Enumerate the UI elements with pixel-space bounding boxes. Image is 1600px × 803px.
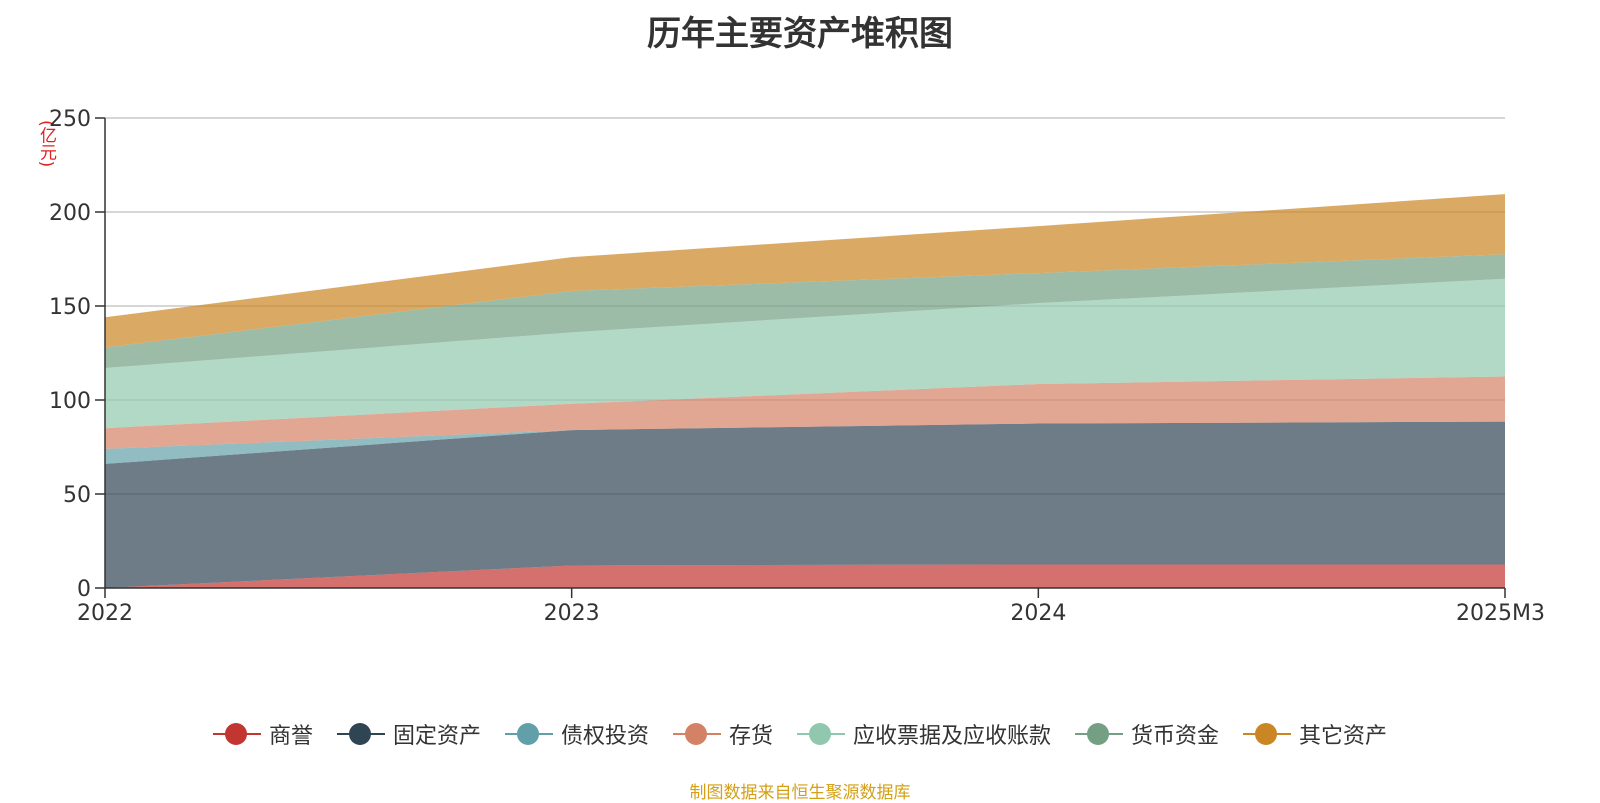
legend-item-6[interactable]: 其它资产 <box>1243 718 1387 750</box>
legend-item-5[interactable]: 货币资金 <box>1075 718 1219 750</box>
source-note: 制图数据来自恒生聚源数据库 <box>689 783 911 803</box>
legend-marker-icon <box>212 722 261 746</box>
area-series-3 <box>105 376 1505 449</box>
area-series-5 <box>105 254 1505 369</box>
legend-label: 债权投资 <box>560 724 649 749</box>
legend-marker-icon <box>1075 722 1124 746</box>
x-tick-label: 2023 <box>544 601 600 626</box>
area-series-1 <box>105 421 1505 588</box>
stacked-area-chart: 0 50 100 150 200 250 2022 2023 2024 2025M3 <box>49 107 1545 626</box>
legend-label: 存货 <box>728 724 773 749</box>
legend-item-0[interactable]: 商誉 <box>212 718 313 750</box>
area-series-4 <box>105 278 1505 429</box>
legend-label: 固定资产 <box>392 724 481 749</box>
legend-marker-icon <box>336 722 385 746</box>
legend-label: 商誉 <box>268 724 313 749</box>
x-tick-label: 2022 <box>77 601 133 626</box>
area-series <box>105 194 1505 588</box>
y-tick-label: 150 <box>49 295 91 320</box>
legend-item-2[interactable]: 债权投资 <box>504 718 649 750</box>
x-tick-label: 2025M3 <box>1456 601 1545 626</box>
x-tick-label: 2024 <box>1010 601 1066 626</box>
y-axis-unit-label: (亿元) <box>36 120 56 168</box>
area-series-0 <box>105 564 1505 588</box>
legend-item-4[interactable]: 应收票据及应收账款 <box>797 718 1051 750</box>
y-tick-label: 0 <box>77 577 91 602</box>
legend-label: 应收票据及应收账款 <box>853 724 1052 749</box>
chart-title: 历年主要资产堆积图 <box>647 14 953 54</box>
legend-marker-icon <box>797 722 845 746</box>
legend-label: 其它资产 <box>1299 724 1388 749</box>
area-series-6 <box>105 194 1505 348</box>
legend: 商誉 固定资产 债权投资 存货 应收票据及应收账款 货币资金 其它资产 <box>0 718 1600 750</box>
y-tick-label: 250 <box>49 107 91 132</box>
legend-marker-icon <box>672 722 721 746</box>
legend-marker-icon <box>504 722 553 746</box>
area-series-2 <box>105 421 1505 464</box>
axes: 0 50 100 150 200 250 2022 2023 2024 2025M3 <box>49 107 1545 626</box>
legend-label: 货币资金 <box>1131 724 1220 749</box>
y-tick-label: 100 <box>49 389 91 414</box>
y-tick-label: 200 <box>49 201 91 226</box>
legend-item-1[interactable]: 固定资产 <box>336 718 481 750</box>
legend-item-3[interactable]: 存货 <box>672 718 773 750</box>
legend-marker-icon <box>1243 722 1292 746</box>
y-tick-label: 50 <box>63 483 91 508</box>
